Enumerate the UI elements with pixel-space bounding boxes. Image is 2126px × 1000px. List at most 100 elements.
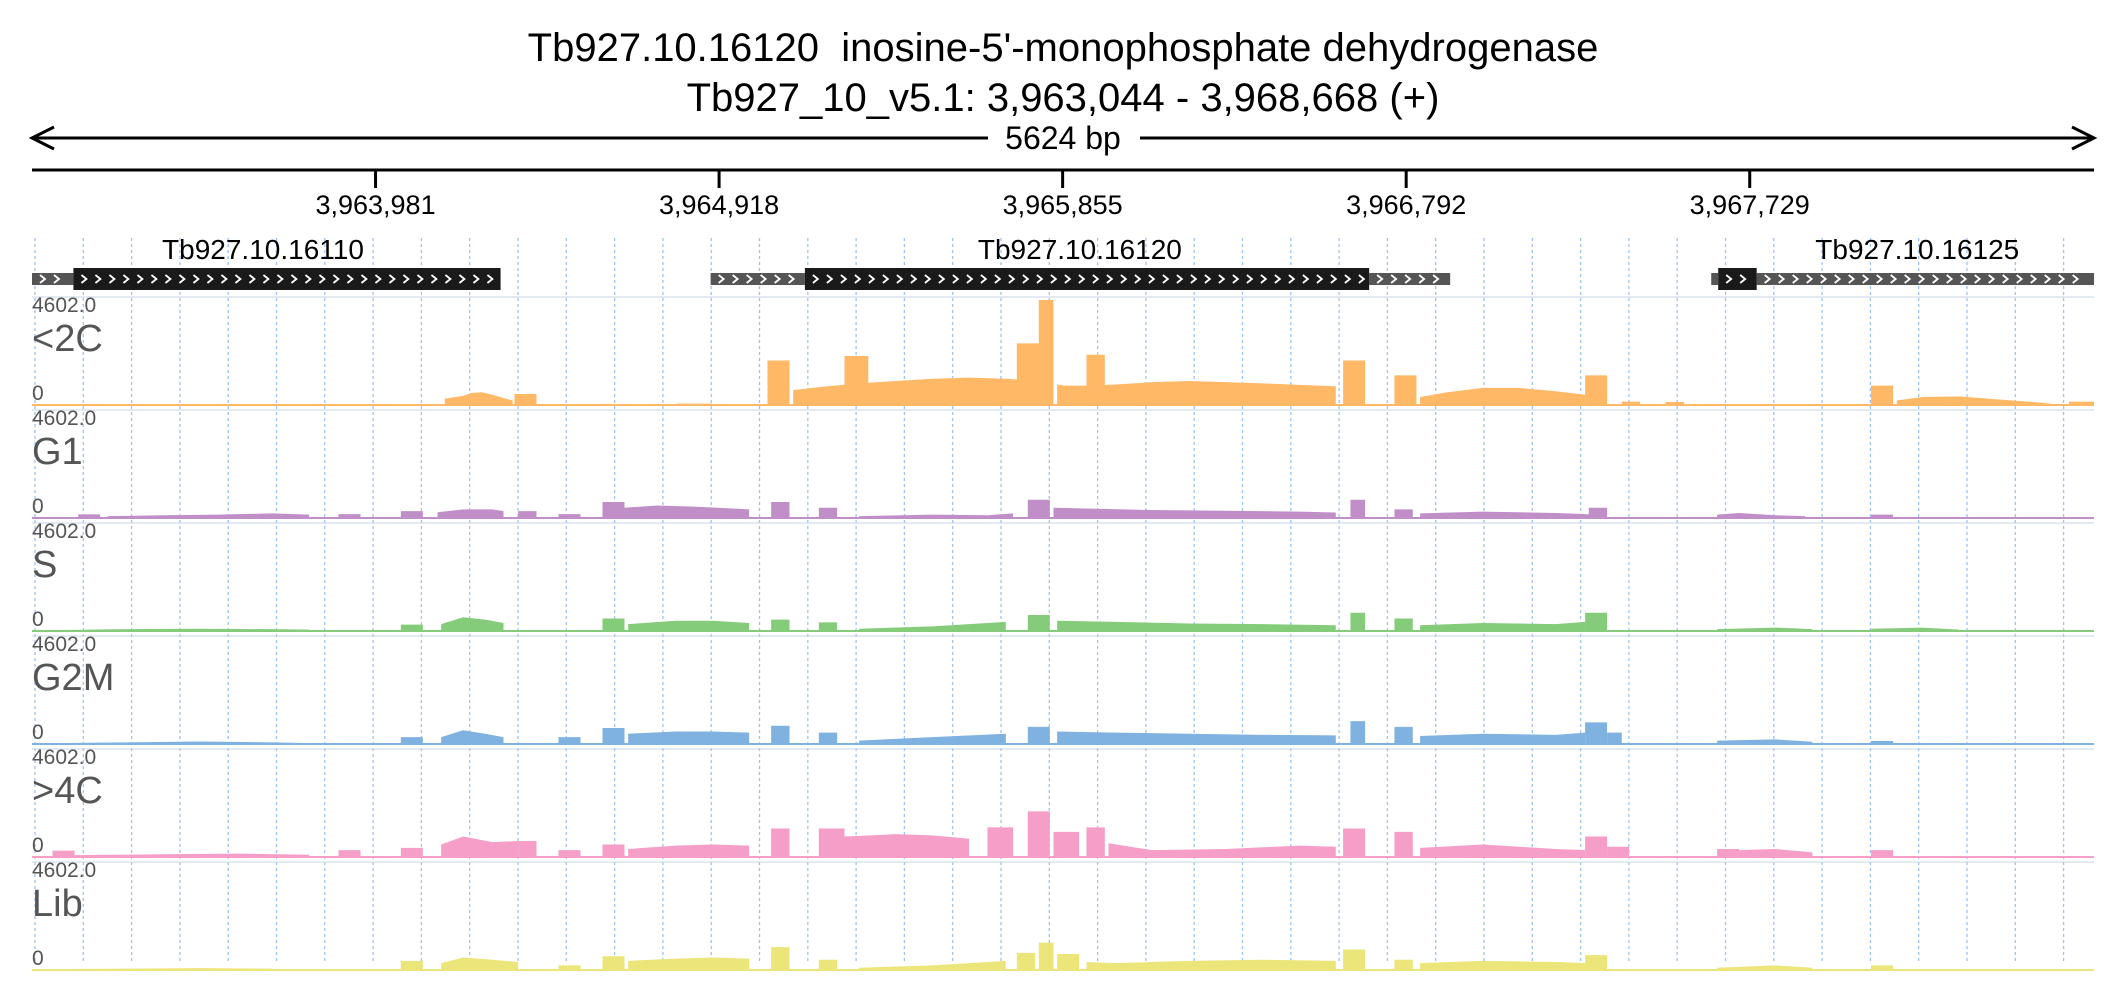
strand-chevron (774, 274, 782, 284)
chart-title: Tb927.10.16120 inosine-5'-monophosphate … (527, 26, 1599, 70)
track-name-label: >4C (32, 770, 103, 812)
strand-chevron (1739, 274, 1747, 284)
track-name-label: <2C (32, 318, 103, 360)
y-max-label: 4602.0 (32, 859, 96, 882)
coverage-area (107, 513, 310, 518)
coverage-area (987, 827, 1014, 857)
ruler-tick-label: 3,963,981 (315, 190, 435, 220)
track-name-label: S (32, 544, 57, 586)
coverage-area (400, 737, 423, 744)
ruler-tick-label: 3,964,918 (659, 190, 779, 220)
y-max-label: 4602.0 (32, 633, 96, 656)
strand-chevron (39, 274, 47, 284)
gene-label: Tb927.10.16110 (162, 234, 364, 265)
coverage-area (767, 360, 790, 405)
strand-chevron (896, 274, 904, 284)
coverage-area (558, 737, 581, 744)
strand-chevron (882, 274, 890, 284)
coverage-area (1871, 850, 1894, 857)
strand-chevron (192, 274, 200, 284)
coverage-area (1394, 959, 1413, 970)
strand-chevron (1022, 274, 1030, 284)
coverage-area (1053, 831, 1080, 857)
coverage-area (1027, 726, 1050, 744)
strand-chevron (122, 274, 130, 284)
gene-feature: Tb927.10.16125 (1711, 234, 2094, 290)
coverage-area (1585, 722, 1608, 744)
strand-chevron (486, 274, 494, 284)
coverage-area (1394, 509, 1413, 518)
coverage-area (859, 733, 1006, 744)
coverage-area (1016, 952, 1036, 970)
coverage-area (338, 850, 361, 857)
strand-chevron (1764, 274, 1772, 284)
strand-chevron (1162, 274, 1170, 284)
coverage-area (441, 836, 519, 857)
strand-chevron (416, 274, 424, 284)
strand-chevron (1862, 274, 1870, 284)
strand-chevron (1260, 274, 1268, 284)
strand-chevron (1988, 274, 1996, 284)
strand-chevron (178, 274, 186, 284)
coverage-area (771, 725, 790, 744)
strand-chevron (276, 274, 284, 284)
coverage-area (1343, 949, 1366, 970)
strand-chevron (108, 274, 116, 284)
gene-annotation-track: Tb927.10.16110 Tb927.10.16120 Tb927.10.161… (32, 234, 2094, 290)
strand-chevron (966, 274, 974, 284)
coverage-area (1394, 726, 1413, 744)
ruler-tick-label: 3,967,729 (1690, 190, 1810, 220)
strand-chevron (1725, 274, 1733, 284)
coverage-area (844, 834, 970, 857)
y-max-label: 4602.0 (32, 746, 96, 769)
coverage-area (1896, 396, 2051, 405)
y-min-label: 0 (32, 721, 44, 744)
coverage-area (1057, 381, 1336, 405)
strand-chevron (290, 274, 298, 284)
span-length-label: 5624 bp (1005, 120, 1121, 156)
strand-chevron (840, 274, 848, 284)
strand-chevron (332, 274, 340, 284)
coverage-area (1038, 942, 1054, 970)
strand-chevron (206, 274, 214, 284)
coverage-area (793, 377, 1025, 405)
coverage-area (859, 960, 1006, 970)
coverage-area (1585, 836, 1608, 857)
strand-chevron (1078, 274, 1086, 284)
strand-chevron (444, 274, 452, 284)
y-min-label: 0 (32, 947, 44, 970)
strand-chevron (746, 274, 754, 284)
strand-chevron (1036, 274, 1044, 284)
strand-chevron (938, 274, 946, 284)
coverage-area (628, 957, 750, 970)
strand-chevron (1190, 274, 1198, 284)
gene-cds (1718, 268, 1757, 290)
strand-chevron (374, 274, 382, 284)
strand-chevron (1330, 274, 1338, 284)
coverage-area (558, 850, 581, 857)
strand-chevron (2030, 274, 2038, 284)
coverage-area (1420, 387, 1586, 405)
gene-utr (32, 273, 74, 285)
strand-chevron (854, 274, 862, 284)
strand-chevron (760, 274, 768, 284)
track-name-label: Lib (32, 883, 83, 925)
coverage-area (1717, 739, 1813, 744)
coverage-area (1038, 300, 1054, 405)
coverage-area (771, 619, 790, 631)
strand-chevron (812, 274, 820, 284)
strand-chevron (2002, 274, 2010, 284)
coverage-area (1585, 375, 1608, 405)
coverage-area (602, 728, 625, 744)
coverage-area (771, 828, 790, 857)
coordinate-ruler: 3,963,981 3,964,918 3,965,855 3,966,792 3,96… (32, 168, 2094, 220)
coverage-area (859, 621, 1006, 631)
strand-chevron (2058, 274, 2066, 284)
coverage-area (441, 730, 504, 744)
coverage-area (1394, 618, 1413, 631)
strand-chevron (360, 274, 368, 284)
strand-chevron (718, 274, 726, 284)
coverage-area (1607, 846, 1630, 857)
coverage-area (818, 622, 838, 631)
coverage-area (1350, 612, 1366, 631)
